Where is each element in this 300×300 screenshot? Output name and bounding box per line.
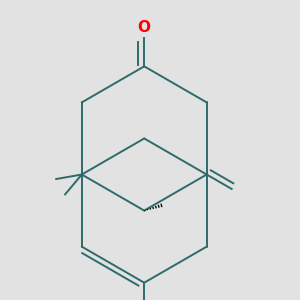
Text: O: O	[138, 20, 151, 35]
